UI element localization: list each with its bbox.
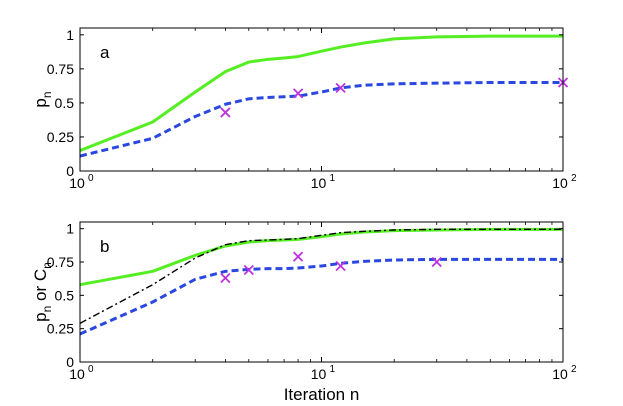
x-tick-label: 10 (69, 366, 85, 382)
y-tick-label: 0.75 (47, 254, 74, 270)
y-tick-label: 0.5 (55, 95, 75, 111)
y-tick-label: 0.25 (47, 321, 74, 337)
marker-stroke (292, 88, 304, 99)
y-axis-label: pn or Cn (31, 262, 54, 322)
series-line-solid (79, 227, 563, 287)
x-tick-label: 10 (311, 175, 327, 191)
series-line-dashed (79, 80, 563, 158)
data-marker (243, 264, 254, 276)
x-tick-exponent: 1 (330, 173, 336, 184)
y-tick-label: 0 (66, 354, 74, 370)
data-marker (292, 251, 304, 262)
plot-frame (79, 221, 564, 363)
data-marker (220, 107, 231, 118)
data-marker (292, 88, 304, 99)
x-tick-exponent: 2 (571, 173, 577, 184)
marker-stroke (243, 264, 254, 276)
x-tick-label: 10 (552, 175, 568, 191)
y-tick-label: 0.25 (47, 129, 74, 145)
y-label-sub: n (40, 91, 54, 98)
marker-stroke (431, 256, 442, 268)
data-marker (335, 260, 346, 272)
y-tick-label: 0.5 (55, 287, 75, 303)
x-tick-exponent: 0 (88, 364, 94, 375)
y-tick-label: 1 (66, 27, 74, 43)
marker-stroke (220, 272, 231, 284)
y-tick-label: 1 (66, 221, 74, 237)
x-tick-label: 10 (69, 175, 85, 191)
panel-label: b (100, 237, 109, 256)
x-tick-label: 10 (552, 366, 568, 382)
plot-frame (79, 27, 564, 172)
data-marker (335, 82, 346, 94)
data-marker (431, 256, 442, 268)
y-label-main: p (31, 98, 50, 107)
series-line-dashdot (79, 228, 563, 324)
x-tick-exponent: 0 (88, 173, 94, 184)
x-tick-exponent: 1 (330, 364, 336, 375)
y-label-main: p (31, 312, 50, 321)
series-line-dashed (79, 257, 563, 336)
y-label-sub2: n (40, 262, 54, 269)
panel-label: a (100, 43, 110, 62)
y-tick-label: 0.75 (47, 61, 74, 77)
y-axis-label: pn (31, 91, 54, 107)
marker-stroke (292, 251, 304, 262)
marker-stroke (335, 82, 346, 94)
marker-stroke (335, 260, 346, 272)
x-tick-exponent: 2 (571, 364, 577, 375)
series-line-solid (79, 34, 563, 152)
marker-stroke (220, 107, 231, 118)
y-label-or: or C (31, 269, 50, 306)
data-marker (220, 272, 231, 284)
y-tick-label: 0 (66, 163, 74, 179)
x-axis-label: Iteration n (284, 385, 360, 404)
x-tick-label: 10 (311, 366, 327, 382)
y-label-sub: n (40, 306, 54, 313)
